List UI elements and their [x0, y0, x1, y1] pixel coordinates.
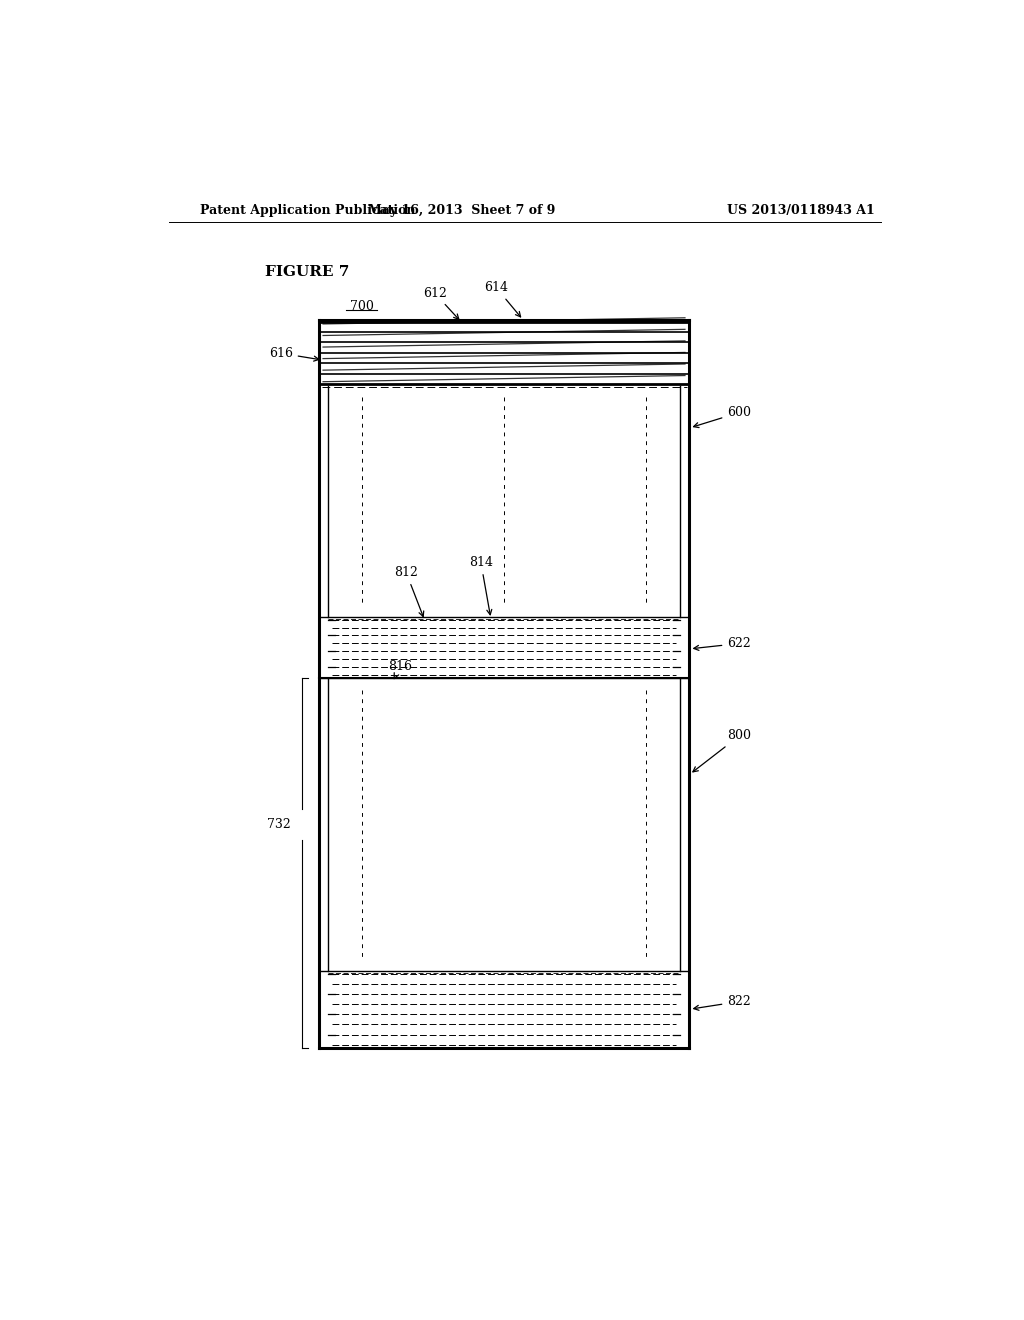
Text: 600: 600 [693, 407, 752, 428]
Text: 612: 612 [423, 286, 459, 319]
Text: 732: 732 [267, 818, 291, 832]
Text: May 16, 2013  Sheet 7 of 9: May 16, 2013 Sheet 7 of 9 [368, 205, 555, 218]
Text: US 2013/0118943 A1: US 2013/0118943 A1 [727, 205, 874, 218]
Text: Patent Application Publication: Patent Application Publication [200, 205, 416, 218]
Text: FIGURE 7: FIGURE 7 [265, 265, 349, 280]
Text: 616: 616 [268, 347, 318, 362]
Text: 800: 800 [693, 730, 752, 772]
Text: 700: 700 [349, 300, 374, 313]
Text: 814: 814 [469, 556, 493, 615]
Text: 812: 812 [394, 566, 424, 616]
Text: 614: 614 [484, 281, 520, 317]
Text: 822: 822 [693, 995, 751, 1010]
Text: 622: 622 [693, 638, 751, 651]
Text: 816: 816 [388, 660, 412, 678]
